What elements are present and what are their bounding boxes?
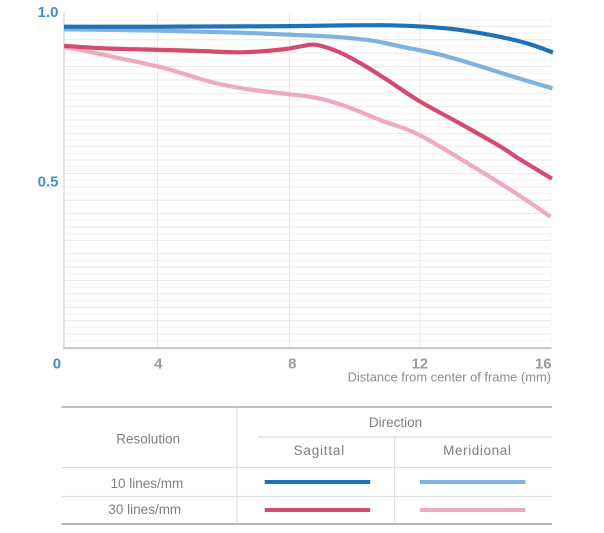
svg-text:30 lines/mm: 30 lines/mm — [108, 502, 181, 517]
svg-text:Resolution: Resolution — [116, 432, 180, 447]
svg-text:Distance from center of frame: Distance from center of frame (mm) — [348, 370, 551, 385]
svg-text:16: 16 — [535, 356, 552, 373]
svg-text:4: 4 — [154, 356, 163, 373]
svg-text:10 lines/mm: 10 lines/mm — [111, 476, 184, 491]
svg-text:1.0: 1.0 — [38, 4, 59, 21]
svg-text:0.5: 0.5 — [38, 174, 59, 191]
svg-text:8: 8 — [288, 356, 296, 373]
svg-text:Sagittal: Sagittal — [294, 443, 345, 458]
svg-text:Direction: Direction — [369, 415, 422, 430]
svg-text:0: 0 — [53, 356, 61, 373]
svg-text:Meridional: Meridional — [443, 443, 511, 458]
svg-text:12: 12 — [411, 356, 428, 373]
